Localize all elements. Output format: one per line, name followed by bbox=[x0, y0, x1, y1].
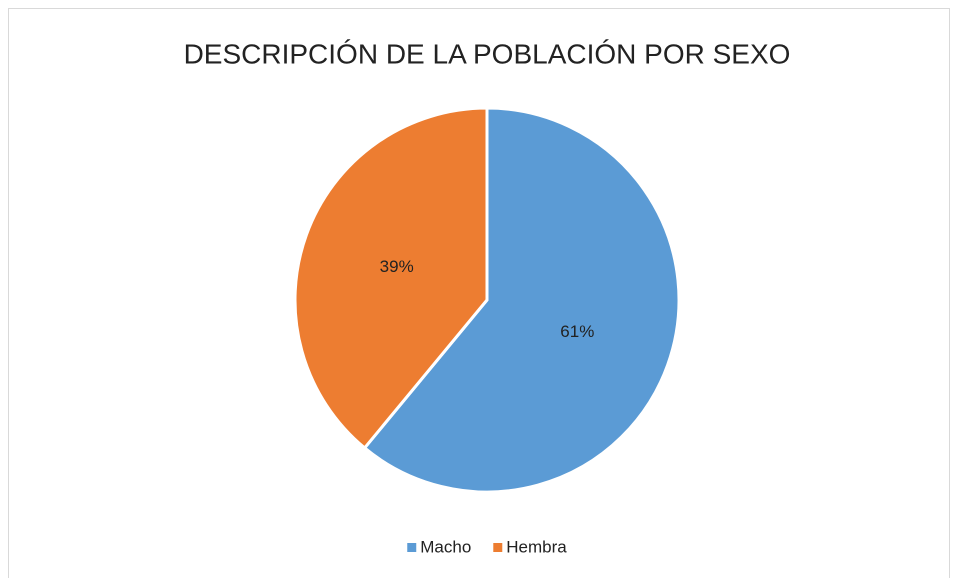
pie-slice bbox=[362, 106, 681, 494]
legend-swatch bbox=[493, 543, 503, 552]
legend-label: Hembra bbox=[506, 537, 567, 556]
chart-title: DESCRIPCIÓN DE LA POBLACIÓN POR SEXO bbox=[184, 38, 791, 69]
legend-label: Macho bbox=[420, 537, 471, 556]
data-label: 61% bbox=[560, 322, 594, 341]
pie-slice bbox=[293, 106, 489, 451]
data-label: 39% bbox=[380, 257, 414, 276]
legend-swatch bbox=[407, 543, 417, 552]
